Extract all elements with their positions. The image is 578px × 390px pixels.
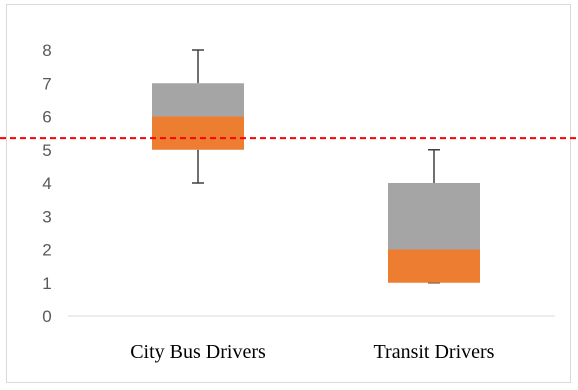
x-category-label: Transit Drivers xyxy=(374,341,495,363)
lower-box xyxy=(152,116,244,150)
box-series xyxy=(152,49,480,284)
y-tick-label: 8 xyxy=(42,41,51,60)
x-category-label: City Bus Drivers xyxy=(130,341,266,363)
y-tick-label: 0 xyxy=(42,307,51,326)
y-tick-label: 3 xyxy=(42,207,51,226)
y-tick-label: 2 xyxy=(42,241,51,260)
y-tick-label: 1 xyxy=(42,274,51,293)
y-tick-label: 6 xyxy=(42,108,51,127)
y-tick-label: 5 xyxy=(42,141,51,160)
y-axis-ticks: 0 1 2 3 4 5 6 7 8 xyxy=(42,41,51,326)
y-tick-label: 7 xyxy=(42,74,51,93)
lower-box xyxy=(388,249,480,283)
box-group xyxy=(388,149,480,284)
x-axis-categories: City Bus Drivers Transit Drivers xyxy=(130,341,494,363)
upper-box xyxy=(152,83,244,117)
upper-box xyxy=(388,183,480,250)
y-tick-label: 4 xyxy=(42,174,51,193)
box-group xyxy=(152,49,244,184)
